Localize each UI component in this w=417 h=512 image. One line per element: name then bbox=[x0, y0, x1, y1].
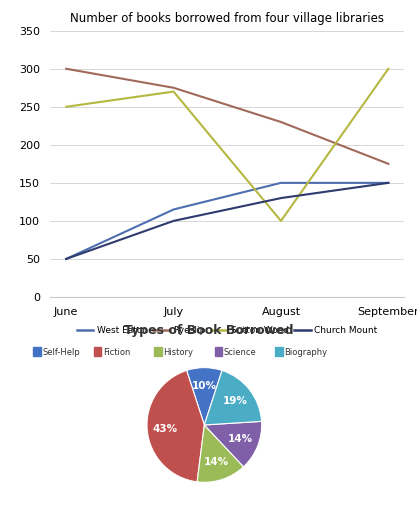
Wedge shape bbox=[197, 425, 244, 482]
Sutton Wood bbox=[279, 218, 284, 224]
Wedge shape bbox=[204, 421, 262, 467]
Text: 10%: 10% bbox=[192, 381, 217, 391]
Church Mount bbox=[386, 180, 391, 186]
Title: Number of books borrowed from four village libraries: Number of books borrowed from four villa… bbox=[70, 12, 384, 26]
Legend: West Eaton, Ryeslip, Sutton Wood, Church Mount: West Eaton, Ryeslip, Sutton Wood, Church… bbox=[73, 323, 381, 339]
West Eaton bbox=[171, 206, 176, 212]
Church Mount bbox=[279, 195, 284, 201]
Line: Church Mount: Church Mount bbox=[66, 183, 388, 259]
Wedge shape bbox=[187, 368, 222, 425]
Text: 43%: 43% bbox=[153, 423, 178, 434]
Sutton Wood bbox=[386, 66, 391, 72]
Text: 14%: 14% bbox=[204, 457, 229, 467]
Text: Science: Science bbox=[224, 348, 257, 357]
Ryeslip bbox=[171, 84, 176, 91]
Text: Types of Book Borrowed: Types of Book Borrowed bbox=[124, 324, 293, 337]
Ryeslip bbox=[386, 161, 391, 167]
Church Mount bbox=[171, 218, 176, 224]
Sutton Wood bbox=[171, 89, 176, 95]
Wedge shape bbox=[204, 370, 261, 425]
Sutton Wood bbox=[64, 104, 69, 110]
Text: Self-Help: Self-Help bbox=[43, 348, 80, 357]
Text: Biography: Biography bbox=[284, 348, 327, 357]
West Eaton bbox=[64, 256, 69, 262]
West Eaton bbox=[386, 180, 391, 186]
Text: History: History bbox=[163, 348, 193, 357]
Ryeslip bbox=[64, 66, 69, 72]
Text: 14%: 14% bbox=[228, 434, 253, 444]
Ryeslip bbox=[279, 119, 284, 125]
Church Mount bbox=[64, 256, 69, 262]
Text: 19%: 19% bbox=[223, 396, 248, 406]
West Eaton bbox=[279, 180, 284, 186]
Line: Ryeslip: Ryeslip bbox=[66, 69, 388, 164]
Text: Fiction: Fiction bbox=[103, 348, 131, 357]
Wedge shape bbox=[147, 370, 204, 482]
Line: Sutton Wood: Sutton Wood bbox=[66, 69, 388, 221]
Line: West Eaton: West Eaton bbox=[66, 183, 388, 259]
